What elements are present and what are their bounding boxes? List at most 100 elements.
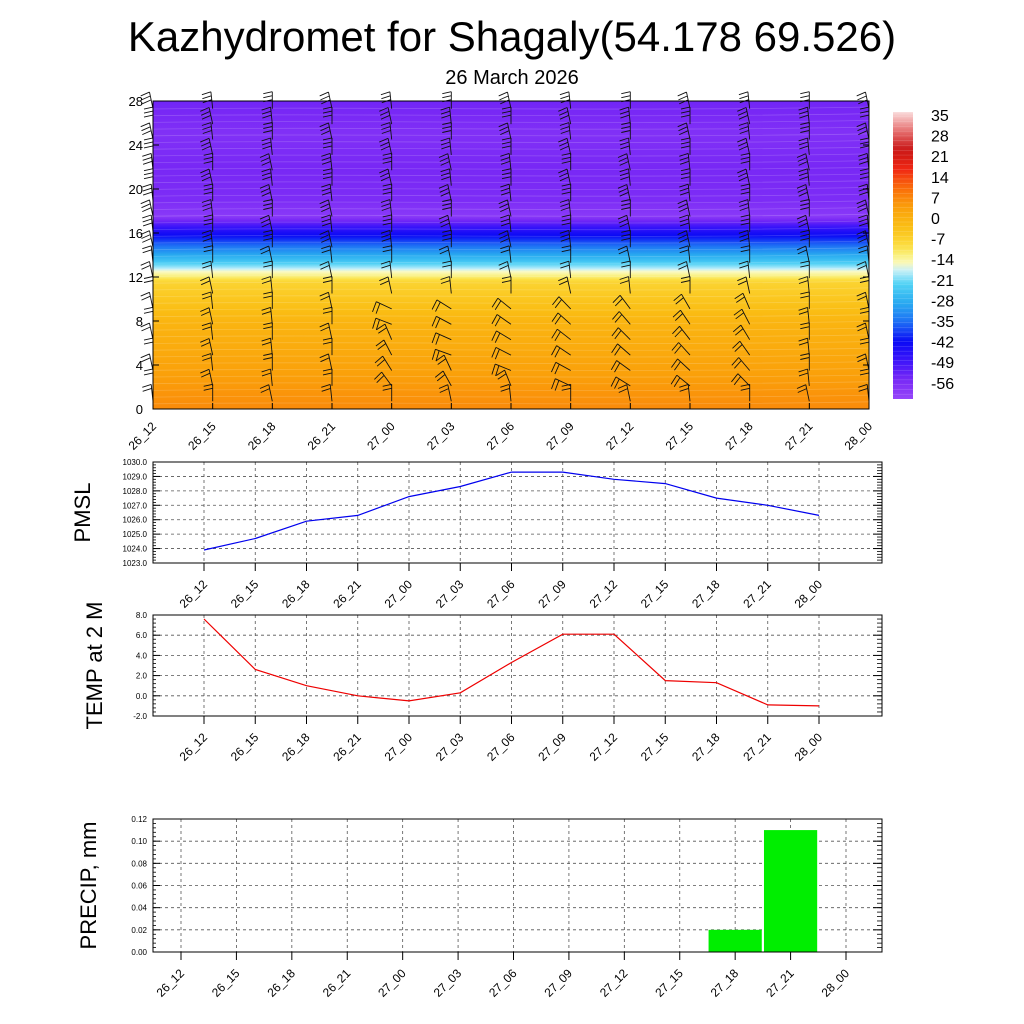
wind-barb xyxy=(374,355,393,371)
wind-barb xyxy=(321,183,333,202)
wind-barb xyxy=(431,332,452,345)
wind-barb xyxy=(200,338,214,356)
contour-line xyxy=(152,341,870,344)
wind-barb xyxy=(263,122,273,140)
wind-barb xyxy=(142,214,154,232)
wind-barb xyxy=(322,276,333,294)
wind-barb xyxy=(319,291,333,309)
contour-line xyxy=(152,106,870,110)
wind-barb xyxy=(261,168,273,186)
wind-barb xyxy=(737,168,751,186)
wind-barb xyxy=(380,260,393,279)
wind-barb xyxy=(319,261,333,279)
y-tick-label: 0.00 xyxy=(131,948,147,957)
x-tick-label: 27_18 xyxy=(689,577,723,611)
wind-barb xyxy=(442,260,452,279)
wind-barb xyxy=(800,322,810,340)
x-tick-label: 27_09 xyxy=(535,730,569,764)
contour-line xyxy=(152,180,870,184)
x-tick-label: 27_09 xyxy=(543,419,577,453)
wind-barb xyxy=(561,245,572,263)
wind-barb xyxy=(200,368,214,386)
wind-barb xyxy=(321,152,333,171)
wind-barb xyxy=(263,229,273,248)
wind-barb xyxy=(203,152,214,171)
wind-barb xyxy=(374,371,393,387)
x-tick-label: 28_00 xyxy=(792,730,826,764)
wind-barb xyxy=(319,199,333,217)
wind-barb xyxy=(201,199,214,217)
wind-barb xyxy=(552,296,572,310)
precip-bar xyxy=(763,830,818,952)
wind-barb xyxy=(856,199,870,217)
colorbar-label: -35 xyxy=(931,314,954,331)
wind-barb xyxy=(143,137,154,155)
wind-barb xyxy=(438,384,452,402)
wind-barb xyxy=(319,322,333,340)
wind-barb xyxy=(372,317,392,331)
wind-barb xyxy=(322,337,333,356)
cross-section-panel: 0 4 8 12 16 20 24 28 26_12 26_15 26_18 26_21 27_00 27… xyxy=(126,91,954,453)
wind-barb xyxy=(500,383,512,402)
wind-barb xyxy=(677,230,691,248)
x-tick-label: 26_18 xyxy=(245,419,279,453)
wind-barb xyxy=(858,152,870,171)
wind-barb xyxy=(142,152,154,171)
x-tick-label: 27_15 xyxy=(638,730,672,764)
x-tick-label: 26_21 xyxy=(330,577,364,611)
contour-line xyxy=(152,314,870,318)
wind-barb xyxy=(259,184,273,202)
wind-barb xyxy=(798,106,810,125)
wind-barb xyxy=(431,348,452,362)
temp-ylabel: TEMP at 2 M xyxy=(82,602,107,730)
x-tick-label: 27_18 xyxy=(708,966,742,1000)
wind-barb xyxy=(619,137,631,155)
wind-barb xyxy=(322,137,333,155)
x-tick-label: 27_06 xyxy=(484,577,518,611)
wind-barb xyxy=(798,276,810,294)
wind-barb xyxy=(558,168,572,186)
wind-barb xyxy=(501,168,512,186)
wind-barb xyxy=(498,230,512,248)
contour-line xyxy=(152,287,870,291)
x-tick-label: 26_12 xyxy=(154,966,188,1000)
wind-barb xyxy=(796,153,810,171)
contour-line xyxy=(152,388,870,391)
colorbar-label: 0 xyxy=(931,211,940,228)
wind-barb xyxy=(612,294,631,310)
wind-barb xyxy=(738,122,751,140)
wind-barb xyxy=(498,122,512,140)
wind-barb xyxy=(800,199,810,217)
wind-barb xyxy=(442,229,452,248)
wind-barb xyxy=(435,354,452,371)
wind-barb xyxy=(140,91,154,109)
contour-line xyxy=(152,200,870,204)
x-tick-label: 27_00 xyxy=(364,419,398,453)
wind-barb xyxy=(737,276,751,294)
wind-barb xyxy=(440,276,452,294)
wind-barb xyxy=(263,91,273,109)
x-tick-label: 27_15 xyxy=(652,966,686,1000)
wind-barb xyxy=(856,353,870,371)
wind-barb xyxy=(259,245,273,263)
wind-barb xyxy=(259,153,273,171)
wind-barb xyxy=(561,152,572,171)
wind-barb xyxy=(559,229,572,248)
contour-line xyxy=(152,133,870,137)
wind-barb xyxy=(800,291,810,309)
x-tick-label: 27_03 xyxy=(424,419,458,453)
wind-barb xyxy=(680,106,691,125)
wind-barb xyxy=(491,314,512,327)
wind-barb xyxy=(142,183,154,202)
contour-line xyxy=(152,146,870,150)
wind-barb xyxy=(319,91,333,109)
x-tick-label: 27_09 xyxy=(542,966,576,1000)
wind-barb xyxy=(856,322,870,340)
wind-barb xyxy=(796,214,810,232)
contour-line xyxy=(152,153,870,157)
y-tick-label: 20 xyxy=(129,182,143,197)
wind-barb xyxy=(800,353,810,371)
wind-barb xyxy=(672,325,691,340)
contour-line xyxy=(152,354,870,358)
wind-barb xyxy=(559,91,572,109)
